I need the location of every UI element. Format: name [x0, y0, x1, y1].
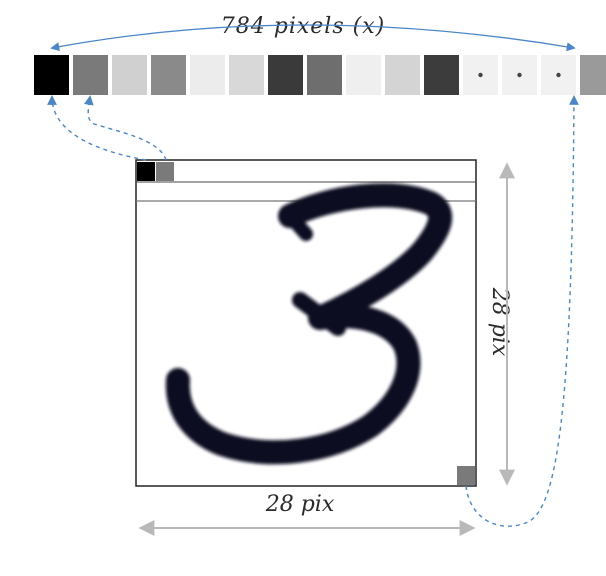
- vector-span-arrow: [50, 24, 576, 52]
- width-label: 28 pix: [265, 492, 335, 517]
- pixel-cell: [73, 55, 108, 95]
- last-pixel: [457, 466, 475, 485]
- connector-second-pixel: [83, 95, 167, 161]
- pixel-cell: [346, 55, 381, 95]
- ellipsis-dot: [556, 72, 561, 78]
- pixel-cell: [385, 55, 420, 95]
- pixel-cell: [229, 55, 264, 95]
- pixel-cell: [424, 55, 459, 95]
- ellipsis-dot: [478, 72, 483, 78]
- image-panel: [135, 159, 477, 487]
- handwritten-digit-three: [165, 183, 452, 465]
- pixel-cell: [112, 55, 147, 95]
- connector-last-pixel: [465, 95, 579, 527]
- ellipsis-dot: [517, 72, 522, 78]
- pixel-cell: [268, 55, 303, 95]
- pixel-cell: [151, 55, 186, 95]
- pixel-cell: [190, 55, 225, 95]
- connector-first-pixel: [47, 95, 147, 161]
- second-pixel: [156, 162, 174, 181]
- pixel-cell: [34, 55, 69, 95]
- first-pixel: [137, 162, 155, 181]
- pixel-cell: [307, 55, 342, 95]
- pixel-cell: [580, 55, 606, 95]
- pixel-vector: [34, 55, 606, 95]
